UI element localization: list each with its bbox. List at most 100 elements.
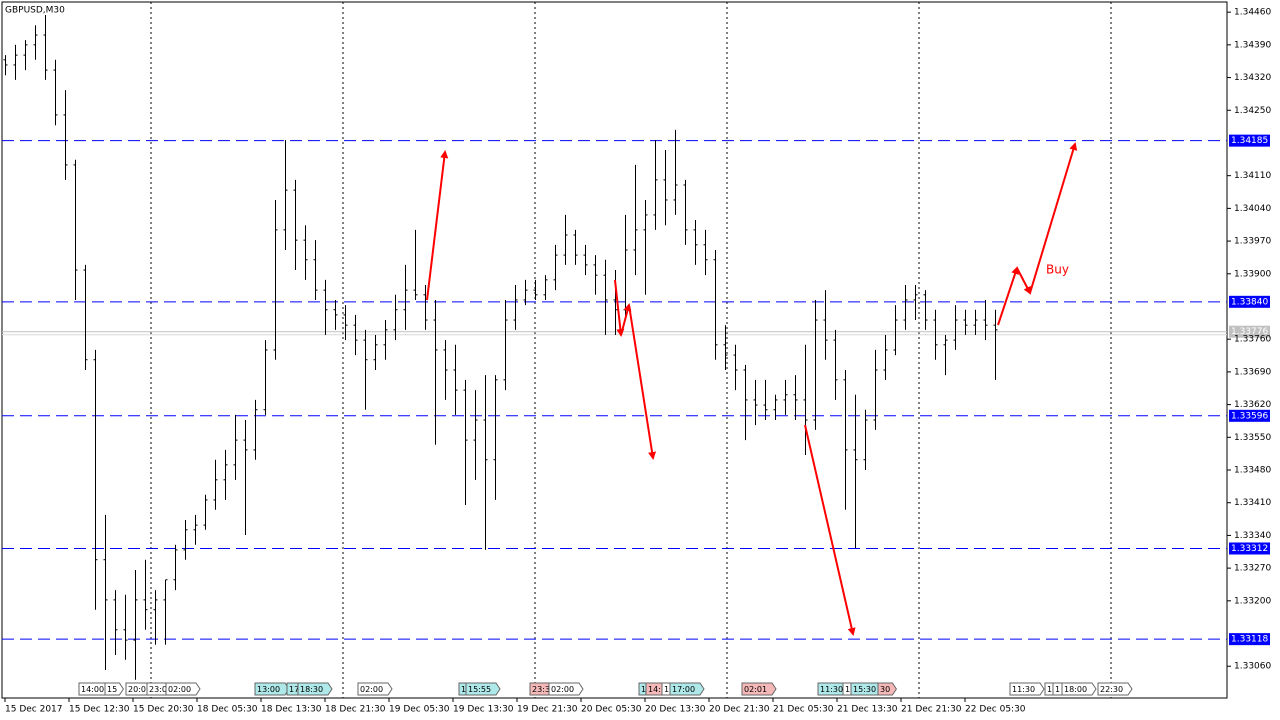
level-label-box bbox=[1229, 633, 1270, 646]
event-label: 15:30 bbox=[853, 685, 876, 694]
arrow bbox=[804, 424, 856, 636]
arrow bbox=[628, 304, 657, 460]
level-label: 1.33840 bbox=[1231, 297, 1268, 307]
event-tag bbox=[465, 682, 501, 696]
event-label: 15:55 bbox=[468, 685, 491, 694]
x-tick-label: 20 Dec 21:30 bbox=[709, 705, 770, 715]
y-tick-label: 1.33690 bbox=[1234, 367, 1271, 377]
trend-arrows bbox=[426, 142, 1078, 636]
y-tick-label: 1.33200 bbox=[1234, 596, 1271, 606]
x-tick-label: 15 Dec 2017 bbox=[5, 705, 63, 715]
event-tag bbox=[548, 682, 584, 696]
event-label: 11:30 bbox=[820, 685, 843, 694]
x-tick-label: 21 Dec 13:30 bbox=[837, 705, 898, 715]
event-label: 1 bbox=[461, 685, 466, 694]
x-tick-label: 18 Dec 21:30 bbox=[325, 705, 386, 715]
x-tick-label: 15 Dec 12:30 bbox=[69, 705, 130, 715]
y-tick-label: 1.33550 bbox=[1234, 433, 1271, 443]
x-tick-label: 19 Dec 13:30 bbox=[453, 705, 514, 715]
x-tick-label: 20 Dec 05:30 bbox=[581, 705, 642, 715]
event-label: 14:00 bbox=[81, 685, 104, 694]
event-label: 1 bbox=[641, 685, 646, 694]
arrow bbox=[620, 303, 632, 336]
x-tick-label: 20 Dec 13:30 bbox=[645, 705, 706, 715]
level-label-box bbox=[1229, 542, 1270, 555]
y-tick-label: 1.33060 bbox=[1234, 662, 1271, 672]
x-tick-label: 18 Dec 13:30 bbox=[261, 705, 322, 715]
x-tick-label: 19 Dec 05:30 bbox=[389, 705, 450, 715]
y-tick-label: 1.33480 bbox=[1234, 466, 1271, 476]
day-separators bbox=[150, 2, 1112, 698]
event-tag bbox=[165, 682, 201, 696]
event-label: 30 bbox=[880, 685, 890, 694]
y-tick-label: 1.34250 bbox=[1234, 106, 1271, 116]
event-label: 22:30 bbox=[1100, 685, 1123, 694]
chart-title: GBPUSD,M30 bbox=[5, 6, 65, 16]
event-label: 1 bbox=[1047, 685, 1052, 694]
event-label: 15 bbox=[107, 685, 117, 694]
event-label: 18:00 bbox=[1064, 685, 1087, 694]
level-label-box bbox=[1229, 295, 1270, 308]
event-label: 13:00 bbox=[257, 685, 280, 694]
event-label: 1 bbox=[664, 685, 669, 694]
arrow bbox=[1029, 142, 1078, 294]
event-label: 20:0 bbox=[128, 685, 146, 694]
y-tick-label: 1.33270 bbox=[1234, 564, 1271, 574]
y-tick-label: 1.34040 bbox=[1234, 204, 1271, 214]
event-tag bbox=[357, 682, 393, 696]
y-tick-label: 1.34390 bbox=[1234, 40, 1271, 50]
event-label: 18:30 bbox=[300, 685, 323, 694]
arrow bbox=[1016, 267, 1031, 295]
y-tick-label: 1.33340 bbox=[1234, 531, 1271, 541]
arrow bbox=[997, 266, 1019, 326]
event-label: 02:01 bbox=[744, 685, 767, 694]
event-tag bbox=[669, 682, 705, 696]
y-tick-label: 1.34460 bbox=[1234, 8, 1271, 18]
event-tag bbox=[741, 682, 777, 696]
y-tick-label: 1.33760 bbox=[1234, 335, 1271, 345]
y-tick-label: 1.33900 bbox=[1234, 269, 1271, 279]
y-tick-label: 1.34110 bbox=[1234, 171, 1271, 181]
y-tick-label: 1.34320 bbox=[1234, 73, 1271, 83]
plot-frame bbox=[1, 1, 1228, 699]
level-label: 1.33596 bbox=[1231, 411, 1268, 421]
y-tick-label: 1.33970 bbox=[1234, 237, 1271, 247]
event-tag bbox=[1009, 682, 1045, 696]
level-label-box bbox=[1229, 134, 1270, 147]
event-label: 02:00 bbox=[168, 685, 191, 694]
event-tag bbox=[297, 682, 333, 696]
event-label: 23:0 bbox=[149, 685, 167, 694]
event-tag bbox=[1061, 682, 1097, 696]
level-label: 1.33312 bbox=[1231, 544, 1268, 554]
event-label: 14: bbox=[648, 685, 661, 694]
x-tick-label: 21 Dec 05:30 bbox=[773, 705, 834, 715]
last-price-box bbox=[1229, 325, 1270, 338]
y-tick-label: 1.33410 bbox=[1234, 498, 1271, 508]
annotation: Buy bbox=[1046, 263, 1069, 277]
event-tag bbox=[1097, 682, 1133, 696]
event-label: 23:3 bbox=[532, 685, 550, 694]
event-label: 1 bbox=[1055, 685, 1060, 694]
y-tick-label: 1.33620 bbox=[1234, 400, 1271, 410]
event-label: 02:00 bbox=[551, 685, 574, 694]
level-label: 1.33118 bbox=[1231, 635, 1268, 645]
arrow bbox=[614, 279, 625, 337]
x-tick-label: 18 Dec 05:30 bbox=[197, 705, 258, 715]
x-tick-label: 19 Dec 21:30 bbox=[517, 705, 578, 715]
x-tick-label: 15 Dec 20:30 bbox=[133, 705, 194, 715]
event-tag bbox=[104, 682, 125, 696]
level-label: 1.34185 bbox=[1231, 136, 1268, 146]
event-label: 1 bbox=[845, 685, 850, 694]
event-label: 02:00 bbox=[360, 685, 383, 694]
level-label-box bbox=[1229, 409, 1270, 422]
event-label: 17:00 bbox=[672, 685, 695, 694]
event-label: 17 bbox=[289, 685, 299, 694]
event-tag bbox=[877, 682, 898, 696]
arrow bbox=[426, 150, 449, 301]
x-tick-label: 21 Dec 21:30 bbox=[901, 705, 962, 715]
last-price-label: 1.33776 bbox=[1231, 327, 1268, 337]
x-tick-label: 22 Dec 05:30 bbox=[965, 705, 1026, 715]
